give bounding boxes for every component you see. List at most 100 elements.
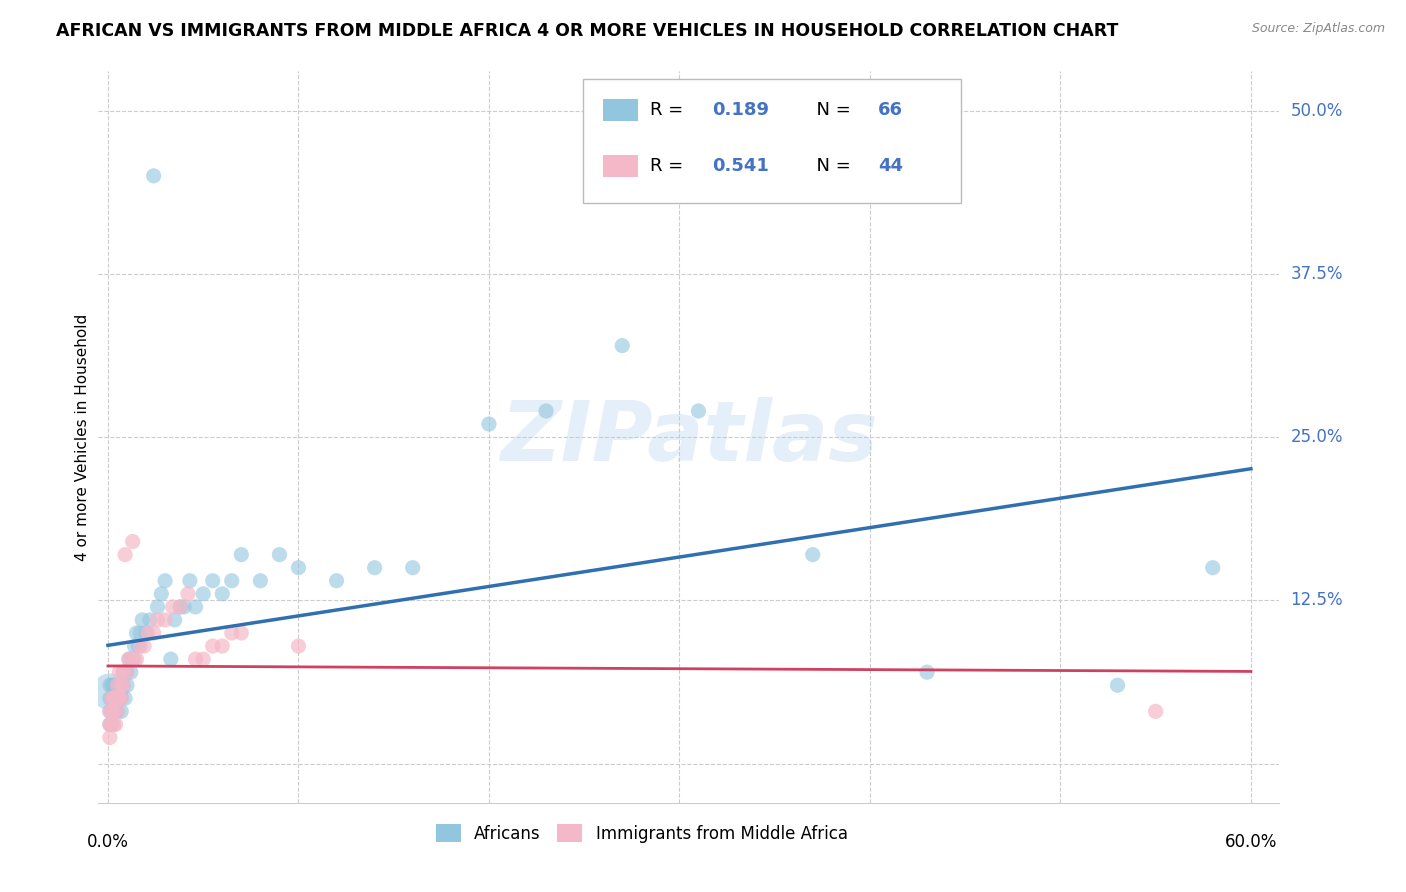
Point [1144, 705, 1167, 719]
Text: 0.189: 0.189 [713, 101, 769, 120]
Point [221, 574, 243, 588]
Point [169, 599, 191, 614]
Point [688, 404, 710, 418]
Point [107, 705, 129, 719]
Point [201, 574, 224, 588]
Point [100, 691, 122, 706]
Point [129, 639, 152, 653]
Text: 0.0%: 0.0% [87, 833, 129, 851]
Point [108, 665, 131, 680]
Point [112, 665, 135, 680]
Point [211, 587, 233, 601]
Point [287, 639, 309, 653]
Point [98, 678, 121, 692]
Point [153, 574, 176, 588]
Text: R =: R = [650, 101, 689, 120]
Point [402, 560, 425, 574]
Point [173, 599, 195, 614]
Point [231, 548, 253, 562]
Point [104, 678, 127, 692]
Point [153, 613, 176, 627]
Point [98, 691, 121, 706]
Point [146, 613, 169, 627]
Point [325, 574, 347, 588]
Text: 37.5%: 37.5% [1291, 265, 1343, 283]
Point [110, 678, 132, 692]
Point [112, 678, 135, 692]
Y-axis label: 4 or more Vehicles in Household: 4 or more Vehicles in Household [75, 313, 90, 561]
Point [114, 548, 136, 562]
Point [124, 652, 146, 666]
Point [125, 652, 148, 666]
Point [287, 560, 309, 574]
Point [121, 652, 143, 666]
Point [98, 731, 121, 745]
Point [159, 652, 181, 666]
Point [915, 665, 938, 680]
Point [112, 678, 135, 692]
Point [107, 691, 129, 706]
Point [221, 626, 243, 640]
Point [118, 652, 141, 666]
Point [100, 691, 122, 706]
Point [110, 691, 132, 706]
Point [104, 717, 127, 731]
Point [100, 717, 122, 731]
Point [124, 639, 146, 653]
Point [103, 678, 125, 692]
Point [103, 691, 125, 706]
Point [142, 169, 165, 183]
Point [269, 548, 291, 562]
Point [478, 417, 501, 431]
Point [98, 705, 121, 719]
Point [112, 665, 135, 680]
Point [107, 678, 129, 692]
Point [110, 691, 132, 706]
Point [108, 678, 131, 692]
Point [115, 678, 138, 692]
Point [108, 691, 131, 706]
Text: R =: R = [650, 158, 689, 176]
Point [193, 587, 215, 601]
Point [100, 678, 122, 692]
Point [103, 705, 125, 719]
Point [103, 705, 125, 719]
Point [104, 691, 127, 706]
Text: 25.0%: 25.0% [1291, 428, 1343, 446]
Point [98, 705, 121, 719]
Point [110, 705, 132, 719]
Point [129, 626, 152, 640]
Text: 66: 66 [877, 101, 903, 120]
Point [177, 587, 200, 601]
Point [135, 626, 157, 640]
Point [100, 717, 122, 731]
Text: 12.5%: 12.5% [1291, 591, 1343, 609]
FancyBboxPatch shape [603, 155, 638, 178]
Point [534, 404, 557, 418]
Point [201, 639, 224, 653]
Point [249, 574, 271, 588]
Point [114, 665, 136, 680]
Point [801, 548, 824, 562]
Point [136, 626, 159, 640]
Text: ZIPatlas: ZIPatlas [501, 397, 877, 477]
Point [107, 691, 129, 706]
Point [98, 717, 121, 731]
Point [142, 626, 165, 640]
Point [163, 613, 186, 627]
Legend: Africans, Immigrants from Middle Africa: Africans, Immigrants from Middle Africa [429, 818, 855, 849]
Point [104, 691, 127, 706]
Text: 50.0%: 50.0% [1291, 102, 1343, 120]
Text: N =: N = [804, 101, 856, 120]
Text: AFRICAN VS IMMIGRANTS FROM MIDDLE AFRICA 4 OR MORE VEHICLES IN HOUSEHOLD CORRELA: AFRICAN VS IMMIGRANTS FROM MIDDLE AFRICA… [56, 22, 1119, 40]
Point [108, 691, 131, 706]
Text: N =: N = [804, 158, 856, 176]
Point [104, 705, 127, 719]
Point [1107, 678, 1129, 692]
Point [120, 665, 142, 680]
Point [184, 599, 207, 614]
Text: 60.0%: 60.0% [1225, 833, 1277, 851]
Point [131, 613, 153, 627]
Point [107, 678, 129, 692]
Point [169, 599, 191, 614]
